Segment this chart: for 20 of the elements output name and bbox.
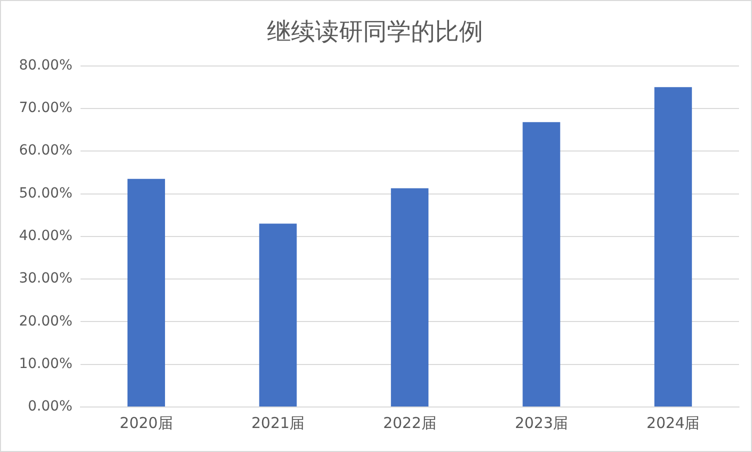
x-tick-label: 2022届 [383,414,436,432]
y-tick-label: 50.00% [18,185,72,202]
y-tick-label: 10.00% [18,356,72,372]
x-tick-label: 2020届 [120,414,173,432]
y-tick-label: 60.00% [18,142,72,159]
bar [654,87,692,406]
x-tick-label: 2024届 [646,414,700,432]
x-tick-label: 2023届 [514,414,568,432]
bar [522,122,560,406]
bar [127,178,166,406]
x-tick-label: 2021届 [251,414,305,432]
bar [390,188,428,406]
y-tick-label: 40.00% [18,228,72,244]
y-tick-label: 0.00% [28,398,72,415]
y-tick-label: 30.00% [18,270,72,287]
y-tick-label: 20.00% [18,313,72,330]
y-tick-label: 70.00% [18,100,72,116]
y-tick-label: 80.00% [18,57,72,74]
chart-title: 继续读研同学的比例 [267,18,483,46]
bar [259,224,297,406]
